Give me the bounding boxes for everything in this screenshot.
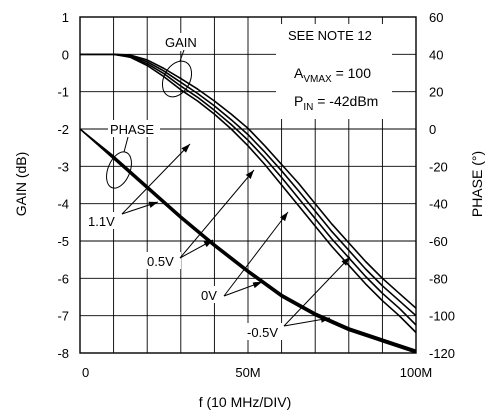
y-left-tick-label: -3 [57,159,69,174]
voltage-label-0v: 0V [201,288,217,303]
y-right-tick-label: -20 [429,159,448,174]
tick-labels: 1 0 -1 -2 -3 -4 -5 -6 -7 -8 60 40 20 0 -20 -40 -60 -80 -10… [57,10,455,380]
arrows-group [121,143,351,327]
note-label: SEE NOTE 12 [288,28,372,43]
gain-label: GAIN [165,35,197,50]
annotation-arrowhead [245,170,254,179]
phase-label-bg [108,120,160,137]
annotation-arrowhead [148,201,158,208]
pin-label: PIN = -42dBm [294,93,378,113]
y-left-tick-label: -4 [57,197,69,212]
y-axis-right-title: PHASE (°) [469,151,485,217]
y-right-tick-label: 20 [429,85,443,100]
y-left-tick-label: -6 [57,271,69,286]
note-box-bg [276,24,392,119]
series-group [79,53,417,354]
pin-rest: = -42dBm [313,93,378,109]
phase-leader-line [123,136,129,153]
annotation-arrowhead [280,212,288,222]
y-axis-left-title: GAIN (dB) [13,152,29,217]
pin-base: P [294,93,303,109]
gain-label-bg [162,33,204,51]
voltage-label-0v5: 0.5V [147,254,174,269]
annotation-arrowhead [341,257,350,266]
gain-series-line [80,53,417,309]
vm05-label-bg [245,323,285,340]
y-left-tick-label: -1 [57,85,69,100]
y-left-tick-label: 0 [62,47,69,62]
y-right-tick-label: -120 [429,346,455,361]
annotation-arrowhead [203,240,213,248]
gain-marker-ellipse [161,60,193,98]
annotation-arrow-line [179,169,255,259]
y-left-tick-label: -5 [57,234,69,249]
y-right-tick-label: -60 [429,234,448,249]
phase-series-line [79,128,417,351]
avmax-label: AVMAX = 100 [294,65,371,85]
y-right-tick-label: 0 [429,122,436,137]
phase-label: PHASE [110,122,154,137]
y-left-tick-label: 1 [62,10,69,25]
plot-frame [79,16,417,354]
avmax-rest: = 100 [332,65,372,81]
v0-label-bg [199,286,223,303]
annotation-arrow-line [121,143,191,215]
voltage-label-1v1: 1.1V [88,214,115,229]
avmax-base: A [294,65,304,81]
y-right-tick-label: -80 [429,271,448,286]
y-left-tick-label: -8 [57,346,69,361]
x-tick-label: 100M [400,365,433,380]
voltage-label-m0v5: -0.5V [247,325,278,340]
x-axis-title: f (10 MHz/DIV) [199,394,292,410]
y-right-tick-label: -100 [429,309,455,324]
x-tick-label: 0 [82,365,89,380]
v11-label-bg [86,212,122,229]
phase-series-line [79,128,417,352]
x-tick-label: 50M [235,365,260,380]
annotation-arrowhead [320,316,330,323]
annotation-arrowhead [252,282,262,289]
pin-sub: IN [303,102,313,113]
y-right-tick-label: 40 [429,47,443,62]
y-right-tick-label: -40 [429,197,448,212]
annotation-arrow-line [223,211,289,297]
gain-series-line [80,53,417,326]
gain-leader-line [179,49,185,62]
annotation-arrowhead [181,144,190,153]
annotations: SEE NOTE 12 AVMAX = 100 PIN = -42dBm GAI… [86,24,392,340]
v05-label-bg [145,252,181,269]
phase-marker-ellipse [106,151,132,189]
y-left-tick-label: -2 [57,122,69,137]
gain-series-line [80,53,417,334]
gain-series-line [80,53,417,317]
avmax-sub: VMAX [303,74,332,85]
y-right-tick-label: 60 [429,10,443,25]
annotation-arrow-line [283,256,351,327]
y-left-tick-label: -7 [57,309,69,324]
